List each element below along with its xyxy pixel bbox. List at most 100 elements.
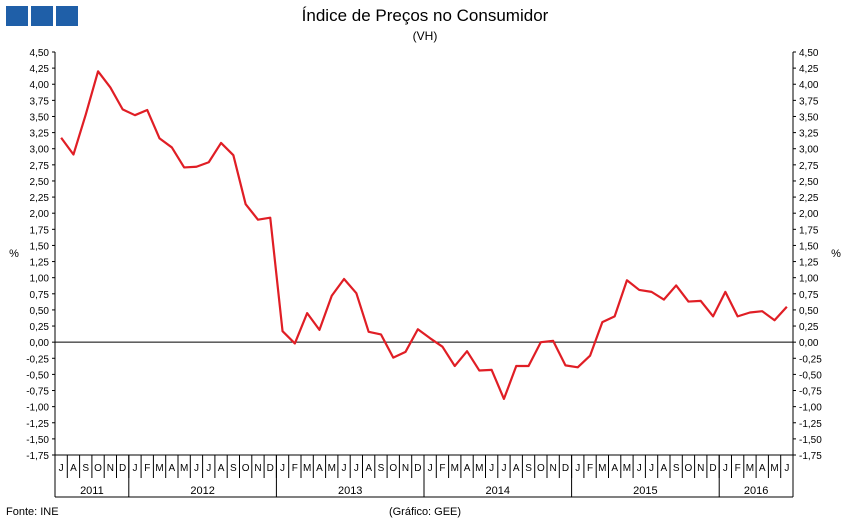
month-label: A	[611, 463, 618, 474]
y-tick-label-right: -1,25	[799, 419, 822, 430]
month-label: S	[378, 463, 385, 474]
month-label: J	[575, 463, 580, 474]
month-label: D	[562, 463, 569, 474]
y-tick-label-right: -1,50	[799, 435, 822, 446]
y-axis-label-right: %	[831, 248, 841, 260]
y-tick-label-right: -1,75	[799, 451, 822, 462]
month-label: A	[218, 463, 225, 474]
month-label: J	[501, 463, 506, 474]
month-label: A	[513, 463, 520, 474]
month-label: M	[598, 463, 606, 474]
y-tick-label-left: -0,25	[26, 354, 49, 365]
y-tick-label-left: 3,50	[30, 112, 50, 123]
y-tick-label-right: 2,00	[799, 209, 819, 220]
month-label: M	[475, 463, 483, 474]
month-label: A	[759, 463, 766, 474]
month-label: A	[169, 463, 176, 474]
month-label: A	[661, 463, 668, 474]
month-label: O	[685, 463, 693, 474]
month-label: D	[414, 463, 421, 474]
month-label: A	[316, 463, 323, 474]
y-tick-label-left: -0,50	[26, 370, 49, 381]
graph-credit: (Gráfico: GEE)	[388, 506, 462, 518]
chart-title: Índice de Preços no Consumidor	[301, 6, 549, 25]
month-label: A	[365, 463, 372, 474]
y-tick-label-left: 1,75	[30, 225, 50, 236]
y-tick-label-right: 0,25	[799, 322, 819, 333]
year-label: 2015	[633, 485, 657, 497]
y-tick-label-left: -0,75	[26, 387, 49, 398]
y-tick-label-left: 1,00	[30, 274, 50, 285]
y-tick-label-right: 3,50	[799, 112, 819, 123]
y-tick-label-right: 0,75	[799, 290, 819, 301]
y-tick-label-right: -0,25	[799, 354, 822, 365]
y-tick-label-left: 3,25	[30, 129, 50, 140]
month-label: D	[709, 463, 716, 474]
y-axis-label-left: %	[9, 248, 19, 260]
month-label: O	[242, 463, 250, 474]
month-label: J	[132, 463, 137, 474]
month-label: N	[550, 463, 557, 474]
month-label: J	[723, 463, 728, 474]
month-label: J	[194, 463, 199, 474]
month-label: M	[180, 463, 188, 474]
month-label: D	[267, 463, 274, 474]
month-label: M	[155, 463, 163, 474]
y-tick-label-right: 4,00	[799, 80, 819, 91]
month-label: M	[451, 463, 459, 474]
y-tick-label-left: 4,00	[30, 80, 50, 91]
y-tick-label-left: 2,00	[30, 209, 50, 220]
y-tick-label-right: 2,75	[799, 161, 819, 172]
month-label: O	[389, 463, 397, 474]
y-tick-label-right: 4,25	[799, 64, 819, 75]
month-label: O	[537, 463, 545, 474]
year-label: 2011	[80, 485, 104, 497]
y-tick-label-left: -1,00	[26, 403, 49, 414]
month-label: N	[254, 463, 261, 474]
month-label: J	[428, 463, 433, 474]
month-label: N	[697, 463, 704, 474]
logo-square-3	[56, 6, 78, 26]
month-label: S	[525, 463, 532, 474]
year-label: 2016	[744, 485, 768, 497]
month-label: J	[637, 463, 642, 474]
month-label: M	[328, 463, 336, 474]
y-tick-label-right: 2,25	[799, 193, 819, 204]
y-tick-label-left: 3,00	[30, 145, 50, 156]
y-tick-label-left: 4,25	[30, 64, 50, 75]
logo-square-1	[6, 6, 28, 26]
y-tick-label-left: 2,50	[30, 177, 50, 188]
y-tick-label-right: -1,00	[799, 403, 822, 414]
y-tick-label-right: 1,75	[799, 225, 819, 236]
source-note: Fonte: INE	[6, 506, 59, 518]
y-tick-label-right: 2,50	[799, 177, 819, 188]
y-tick-label-right: 1,25	[799, 258, 819, 269]
y-tick-label-left: -1,50	[26, 435, 49, 446]
year-label: 2012	[190, 485, 214, 497]
month-label: F	[292, 463, 298, 474]
month-label: N	[402, 463, 409, 474]
y-tick-label-right: 0,50	[799, 306, 819, 317]
year-label: 2013	[338, 485, 362, 497]
month-label: J	[59, 463, 64, 474]
month-label: F	[587, 463, 593, 474]
month-label: F	[735, 463, 741, 474]
y-tick-label-right: 3,25	[799, 129, 819, 140]
y-tick-label-right: -0,50	[799, 370, 822, 381]
cpi-series-line	[60, 70, 788, 400]
month-label: M	[623, 463, 631, 474]
y-tick-label-left: 2,75	[30, 161, 50, 172]
month-label: F	[439, 463, 445, 474]
month-label: J	[784, 463, 789, 474]
y-tick-label-left: -1,25	[26, 419, 49, 430]
y-tick-label-right: -0,75	[799, 387, 822, 398]
y-tick-label-left: 0,50	[30, 306, 50, 317]
month-label: M	[770, 463, 778, 474]
month-label: A	[70, 463, 77, 474]
y-tick-label-left: 4,50	[30, 48, 50, 59]
y-tick-label-left: 1,50	[30, 241, 50, 252]
chart-subtitle: (VH)	[412, 29, 438, 43]
month-label: J	[354, 463, 359, 474]
month-label: S	[673, 463, 680, 474]
y-tick-label-left: 3,75	[30, 96, 50, 107]
